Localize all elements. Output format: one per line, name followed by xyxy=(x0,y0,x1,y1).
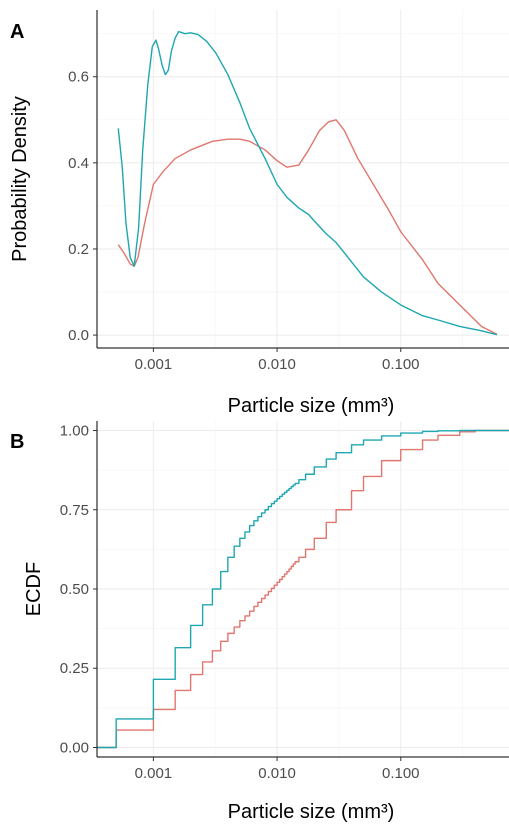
y-axis-title: ECDF xyxy=(23,562,45,616)
series-line-teal xyxy=(97,429,509,749)
x-tick-label: 0.100 xyxy=(382,356,420,373)
grid xyxy=(97,421,509,757)
series-line-red xyxy=(117,119,498,335)
y-tick-label: 0.25 xyxy=(60,660,89,677)
grid xyxy=(97,10,509,348)
series-line-teal xyxy=(117,30,498,336)
panel-b: 0.00 0.25 0.50 0.75 1.00 0.001 0.010 0.100 Parti… xyxy=(10,421,509,823)
y-tick-label: 0.50 xyxy=(60,581,89,598)
x-axis-title: Particle size (mm³) xyxy=(228,801,395,823)
y-tick-label: 0.4 xyxy=(68,155,89,172)
y-tick-label: 0.6 xyxy=(68,69,89,86)
x-tick-label: 0.001 xyxy=(135,765,173,782)
x-tick-label: 0.001 xyxy=(135,356,173,373)
series-line-red xyxy=(97,429,509,749)
y-tick-label: 0.00 xyxy=(60,739,89,756)
y-tick-label: 0.0 xyxy=(68,327,89,344)
x-tick-label: 0.010 xyxy=(258,765,296,782)
y-tick-label: 1.00 xyxy=(60,423,89,440)
y-tick-label: 0.2 xyxy=(68,241,89,258)
panel-tag: A xyxy=(10,21,24,43)
x-tick-label: 0.100 xyxy=(382,765,420,782)
x-tick-label: 0.010 xyxy=(258,356,296,373)
y-axis-title: Probability Density xyxy=(9,96,31,262)
panel-a: 0.0 0.2 0.4 0.6 0.001 0.010 0.100 Particle size… xyxy=(9,10,509,417)
y-tick-label: 0.75 xyxy=(60,502,89,519)
panel-tag: B xyxy=(10,431,24,453)
x-axis-title: Particle size (mm³) xyxy=(228,395,395,417)
